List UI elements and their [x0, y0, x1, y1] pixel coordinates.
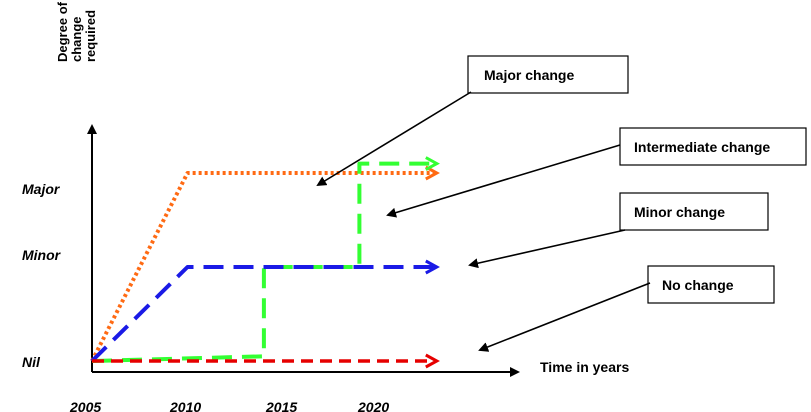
callout-minor-change: Minor change — [619, 192, 769, 231]
x-tick-2010: 2010 — [169, 399, 201, 412]
y-axis-title: Degree of change required — [55, 1, 98, 62]
x-tick-2015: 2015 — [265, 399, 297, 412]
callout-no-change-label: No change — [662, 277, 734, 293]
callout-minor-change-label: Minor change — [634, 204, 725, 220]
y-tick-major: Major — [22, 181, 61, 197]
x-tick-2005: 2005 — [69, 399, 101, 412]
callout-no-change: No change — [647, 265, 775, 304]
series-intermediate-change-line — [91, 164, 436, 363]
y-tick-nil: Nil — [22, 354, 41, 370]
callout-major-change-arrow — [316, 91, 472, 187]
y-axis-title-line-3: required — [83, 10, 98, 62]
y-axis-title-line-2: change — [69, 16, 84, 62]
callout-intermediate-change-label: Intermediate change — [634, 139, 770, 155]
callout-minor-change-arrow — [468, 229, 626, 269]
series-layer — [90, 164, 436, 363]
series-major-change-line — [90, 173, 436, 362]
series-minor-change-line — [90, 267, 436, 363]
callout-intermediate-change: Intermediate change — [619, 127, 807, 166]
callout-intermediate-change-arrow — [386, 144, 621, 218]
callout-major-change-label: Major change — [484, 67, 574, 83]
y-axis-title-line-1: Degree of — [55, 1, 70, 62]
y-tick-minor: Minor — [22, 247, 62, 263]
callout-no-change-arrow — [478, 282, 651, 352]
x-axis-title: Time in years — [540, 359, 629, 375]
callout-major-change: Major change — [467, 55, 629, 94]
x-tick-2020: 2020 — [357, 399, 389, 412]
